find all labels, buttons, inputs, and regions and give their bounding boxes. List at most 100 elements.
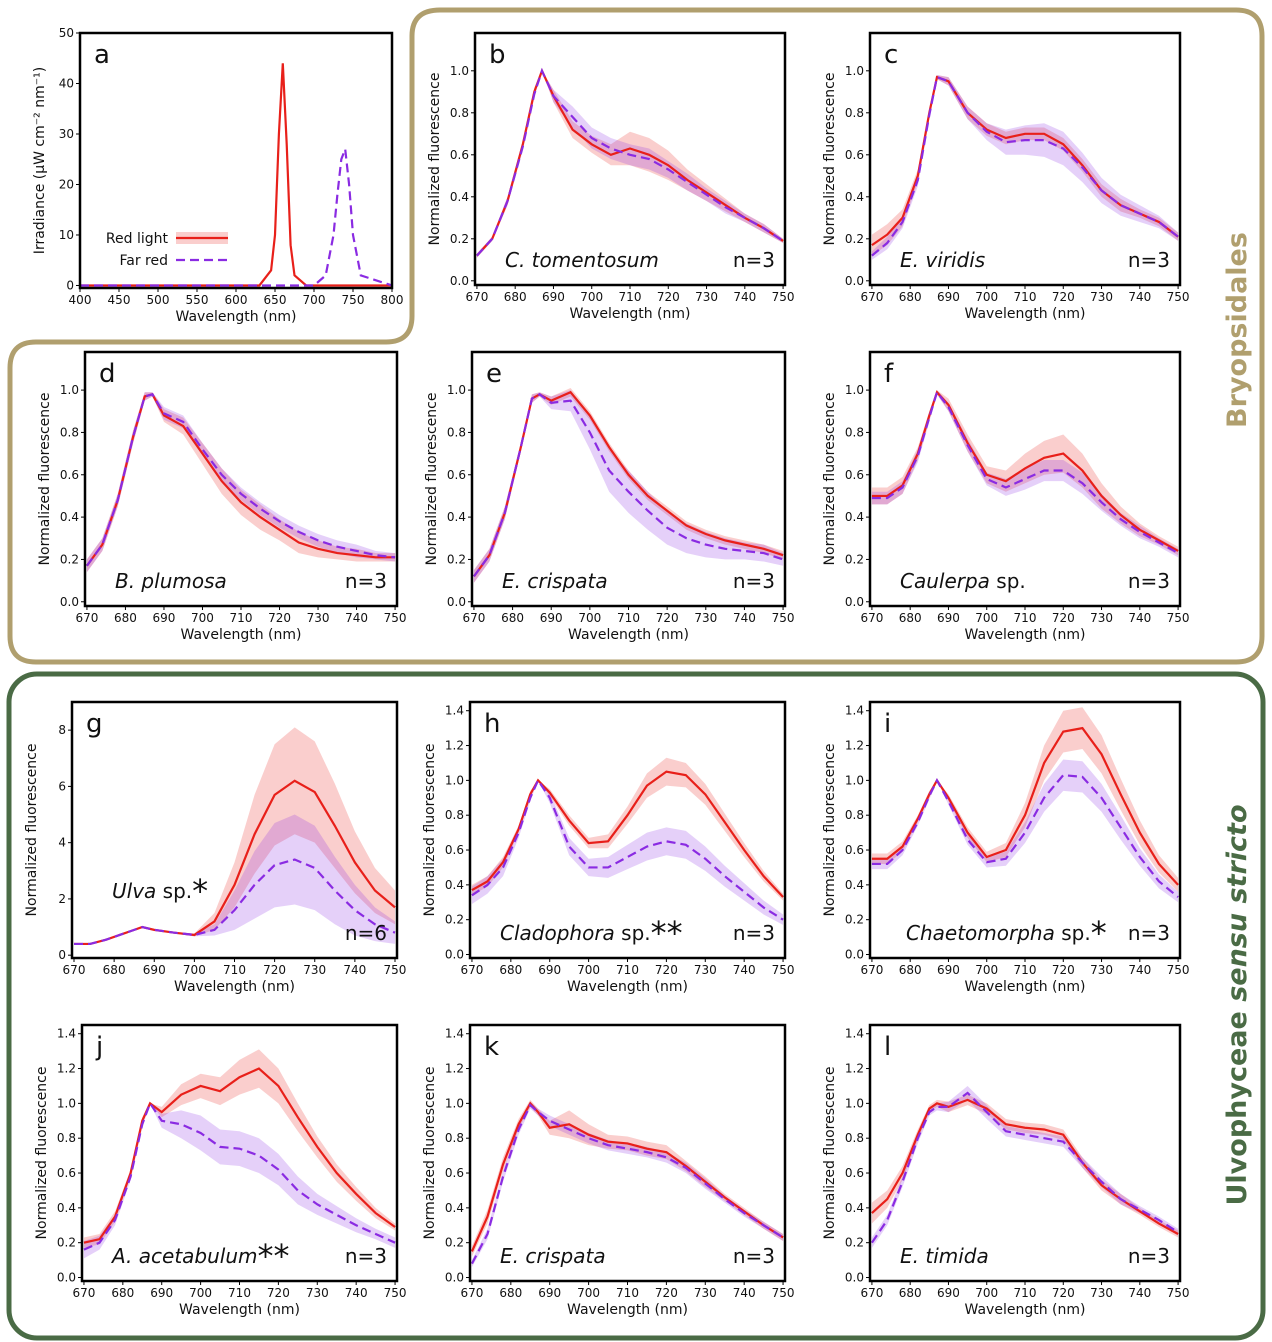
- panel-label: k: [484, 1032, 499, 1062]
- x-tick-label: 730: [303, 963, 326, 977]
- spectrum-line: [470, 1101, 784, 1252]
- x-tick-label: 700: [975, 611, 998, 625]
- significance: **: [258, 1237, 290, 1275]
- y-tick-label: 0.0: [845, 595, 864, 609]
- y-tick-label: 0.0: [447, 595, 466, 609]
- x-axis-label: Wavelength (nm): [567, 979, 688, 995]
- plot-area: [870, 352, 1180, 606]
- y-tick-label: 0.2: [845, 913, 864, 927]
- x-tick-label: 650: [264, 293, 287, 307]
- x-tick-label: 730: [694, 963, 717, 977]
- x-tick-label: 690: [540, 611, 563, 625]
- y-tick-label: 0.8: [845, 808, 864, 822]
- y-tick-label: 0.4: [57, 1201, 76, 1215]
- group-name: Ulvophyceae: [1222, 1011, 1253, 1205]
- x-tick-label: 730: [1090, 611, 1113, 625]
- spectrum-line: [86, 393, 396, 567]
- species-name: A. acetabulum: [110, 1244, 258, 1268]
- x-tick-label: 690: [538, 1286, 561, 1300]
- x-tick-label: 670: [860, 290, 883, 304]
- x-tick-label: 700: [578, 611, 601, 625]
- y-axis-label: Normalized fluorescence: [422, 1067, 438, 1240]
- y-tick-label: 0.6: [845, 1166, 864, 1180]
- x-tick-label: 750: [1167, 611, 1190, 625]
- x-tick-label: 680: [899, 611, 922, 625]
- y-tick-label: 0.8: [447, 425, 466, 439]
- x-tick-label: 740: [345, 1286, 368, 1300]
- y-tick-label: 40: [59, 76, 74, 90]
- plot-area: [470, 1025, 785, 1281]
- panel-label: h: [484, 709, 500, 739]
- x-tick-label: 750: [772, 290, 795, 304]
- x-tick-label: 710: [230, 611, 253, 625]
- y-tick-label: 1.0: [450, 64, 469, 78]
- significance: *: [1091, 914, 1107, 952]
- y-tick-label: 1.0: [445, 1096, 464, 1110]
- species-name: C. tomentosum: [505, 248, 659, 272]
- significance: *: [192, 872, 208, 910]
- y-tick-label: 0.4: [845, 510, 864, 524]
- species-name: Caulerpa: [900, 569, 990, 593]
- x-tick-label: 690: [153, 611, 176, 625]
- x-tick-label: 750: [1167, 963, 1190, 977]
- y-tick-label: 0.2: [60, 552, 79, 566]
- x-tick-label: 700: [183, 963, 206, 977]
- y-tick-label: 30: [59, 127, 74, 141]
- y-tick-label: 0.4: [60, 510, 79, 524]
- x-tick-label: 690: [937, 290, 960, 304]
- species-label: C. tomentosum: [505, 248, 659, 272]
- species-label: A. acetabulum**: [110, 1237, 290, 1275]
- x-tick-label: 750: [384, 963, 407, 977]
- y-tick-label: 1.0: [845, 64, 864, 78]
- y-tick-label: 1.0: [57, 1096, 76, 1110]
- x-axis-label: Wavelength (nm): [570, 306, 691, 322]
- y-axis-label: Normalized fluorescence: [822, 393, 838, 566]
- sample-size: n=6: [345, 921, 387, 945]
- y-tick-label: 0.4: [447, 510, 466, 524]
- x-tick-label: 680: [899, 1286, 922, 1300]
- x-tick-label: 710: [1014, 963, 1037, 977]
- x-tick-label: 710: [616, 963, 639, 977]
- x-tick-label: 720: [1052, 963, 1075, 977]
- species-label: Cladophora sp.**: [500, 914, 683, 952]
- y-tick-label: 0.4: [845, 878, 864, 892]
- error-band: [871, 1094, 1179, 1238]
- y-tick-label: 1.0: [447, 383, 466, 397]
- x-tick-label: 600: [225, 293, 248, 307]
- species-suffix: sp.: [163, 879, 192, 903]
- x-tick-label: 730: [307, 611, 330, 625]
- y-axis-label: Normalized fluorescence: [37, 393, 53, 566]
- spectrum-line: [83, 1100, 396, 1251]
- y-tick-label: 1.0: [845, 1096, 864, 1110]
- y-tick-label: 8: [58, 723, 66, 737]
- y-tick-label: 1.4: [445, 1027, 464, 1041]
- plot-area: [870, 1025, 1180, 1281]
- plot-area: [472, 352, 785, 606]
- sample-size: n=3: [1128, 921, 1170, 945]
- x-tick-label: 680: [899, 290, 922, 304]
- y-tick-label: 1.4: [445, 704, 464, 718]
- y-tick-label: 0.2: [450, 232, 469, 246]
- x-tick-label: 670: [860, 1286, 883, 1300]
- y-tick-label: 0.8: [845, 425, 864, 439]
- x-tick-label: 740: [733, 1286, 756, 1300]
- x-tick-label: 680: [111, 1286, 134, 1300]
- x-tick-label: 710: [617, 611, 640, 625]
- x-tick-label: 700: [303, 293, 326, 307]
- y-axis-label: Normalized fluorescence: [427, 73, 443, 246]
- x-tick-label: 740: [1128, 1286, 1151, 1300]
- sample-size: n=3: [733, 248, 775, 272]
- spectrum-line: [473, 393, 784, 578]
- species-label: E. timida: [900, 1244, 989, 1268]
- y-tick-label: 1.0: [60, 383, 79, 397]
- x-axis-label: Wavelength (nm): [567, 1302, 688, 1318]
- spectrum-line: [871, 726, 1179, 886]
- species-suffix: sp.: [621, 921, 650, 945]
- sample-size: n=3: [733, 569, 775, 593]
- species-label: E. crispata: [500, 1244, 606, 1268]
- y-tick-label: 0.0: [450, 274, 469, 288]
- x-tick-label: 710: [1014, 1286, 1037, 1300]
- x-axis-label: Wavelength (nm): [176, 309, 297, 325]
- x-tick-label: 680: [103, 963, 126, 977]
- y-tick-label: 1.4: [57, 1027, 76, 1041]
